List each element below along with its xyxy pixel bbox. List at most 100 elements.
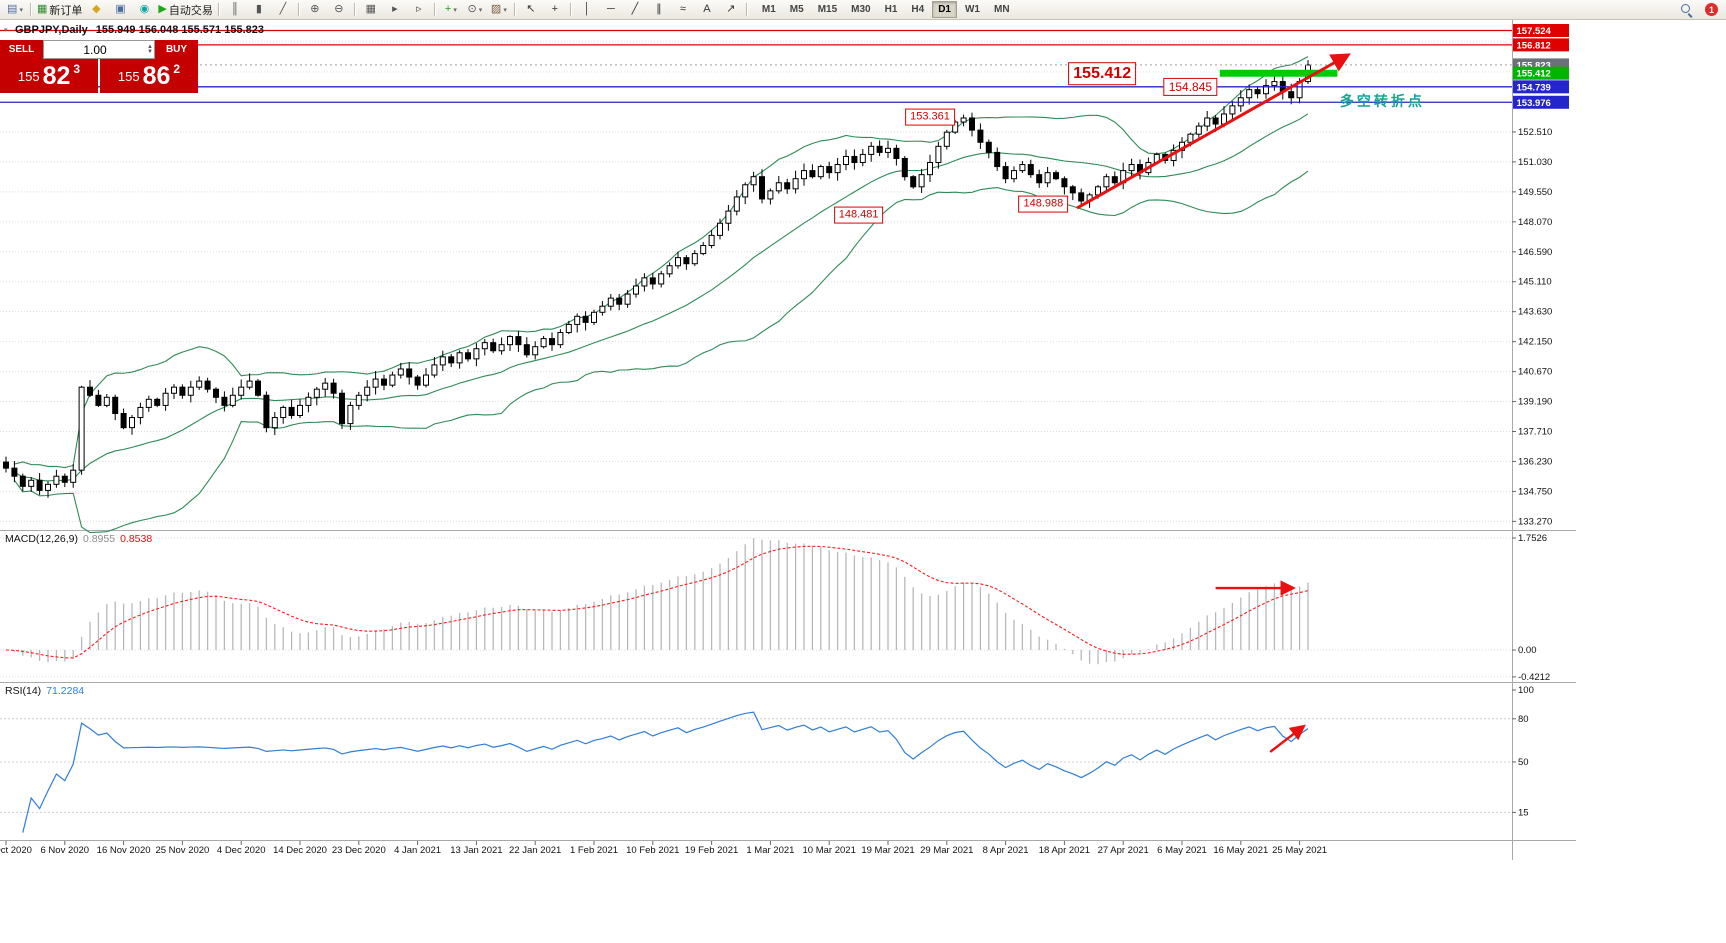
spinner-up-icon[interactable]: ▲ <box>147 43 153 50</box>
toolbar-separator <box>569 3 572 16</box>
add-indicator-button[interactable]: + ▾ <box>439 1 463 18</box>
bid-sup: 3 <box>73 62 81 76</box>
bid-price[interactable]: 155 82 3 <box>0 59 98 93</box>
arrows-tool-icon[interactable]: ↗ <box>719 1 743 18</box>
svg-text:23 Dec 2020: 23 Dec 2020 <box>332 845 386 856</box>
timeframe-m15[interactable]: M15 <box>817 4 838 15</box>
search-icon[interactable] <box>1674 1 1698 18</box>
svg-text:142.150: 142.150 <box>1518 337 1552 348</box>
timeframe-m1[interactable]: M1 <box>761 4 776 15</box>
main-trend-arrow <box>1076 53 1351 210</box>
chart-shift-icon[interactable]: ▹ <box>407 1 431 18</box>
svg-text:19 Mar 2021: 19 Mar 2021 <box>861 845 914 856</box>
tile-windows-icon[interactable]: ▦ <box>359 1 383 18</box>
timeframe-w1[interactable]: W1 <box>964 4 980 15</box>
svg-text:4 Dec 2020: 4 Dec 2020 <box>217 845 266 856</box>
main-toolbar: ▤ ▾ ▦ 新订单 ◆ ▣ ◉ ▶ 自动交易 ║ ▮ ╱ ⊕ ⊖ ▦ ▸ ▹ + ▾ ⊙ ▾ ▨ ▾ ↖ + │ ─ ╱ ∥ ≈ A ↗ M1… <box>0 0 1726 20</box>
svg-text:136.230: 136.230 <box>1518 456 1552 467</box>
timeframe-h4[interactable]: H4 <box>911 4 925 15</box>
text-icon-glyph: A <box>703 3 711 15</box>
zoom-in-icon-glyph: ⊕ <box>310 3 320 15</box>
volume-spinner[interactable]: ▲ ▼ <box>147 41 153 58</box>
svg-text:157.524: 157.524 <box>1517 26 1552 37</box>
cursor-icon[interactable]: ↖ <box>519 1 543 18</box>
vertical-line-icon[interactable]: │ <box>575 1 599 18</box>
periods-button[interactable]: ⊙ ▾ <box>463 1 487 18</box>
autotrading-button-label: 自动交易 <box>168 4 213 17</box>
price-callout: 148.988 <box>1018 195 1069 213</box>
crosshair-icon-glyph: + <box>551 3 559 15</box>
autotrading-button[interactable]: ▶ 自动交易 <box>156 1 214 18</box>
templates-button-glyph: ▨ <box>490 3 502 15</box>
strategy-tester-icon[interactable]: ▣ <box>108 1 132 18</box>
sell-button[interactable]: SELL <box>0 40 43 59</box>
crosshair-icon[interactable]: + <box>543 1 567 18</box>
macd-main-value: 0.8955 <box>82 533 116 545</box>
add-indicator-button-glyph: + <box>444 3 452 15</box>
notification-badge[interactable]: 1 <box>1705 3 1718 16</box>
channel-icon-glyph: ∥ <box>656 3 662 15</box>
candlesticks <box>3 60 1311 498</box>
templates-button[interactable]: ▨ ▾ <box>487 1 511 18</box>
svg-text:25 May 2021: 25 May 2021 <box>1272 845 1327 856</box>
text-icon[interactable]: A <box>695 1 719 18</box>
svg-text:8 Apr 2021: 8 Apr 2021 <box>983 845 1029 856</box>
svg-text:4 Jan 2021: 4 Jan 2021 <box>394 845 441 856</box>
collapse-oneclick-arrow[interactable]: ▾ <box>4 27 8 34</box>
metaeditor-icon-glyph: ◆ <box>92 3 101 15</box>
svg-text:154.739: 154.739 <box>1517 82 1551 93</box>
trendline-icon[interactable]: ╱ <box>623 1 647 18</box>
timeframe-d1[interactable]: D1 <box>932 1 957 18</box>
symbol-ohlc: 155.949 156.048 155.571 155.823 <box>95 24 264 36</box>
svg-text:22 Jan 2021: 22 Jan 2021 <box>509 845 561 856</box>
channel-icon[interactable]: ∥ <box>647 1 671 18</box>
bar-chart-icon[interactable]: ║ <box>223 1 247 18</box>
svg-text:14 Dec 2020: 14 Dec 2020 <box>273 845 327 856</box>
svg-text:146.590: 146.590 <box>1518 247 1552 258</box>
candlestick-chart-icon-glyph: ▮ <box>255 3 262 15</box>
new-order-button[interactable]: ▦ 新订单 <box>35 1 84 18</box>
horizontal-line-icon[interactable]: ─ <box>599 1 623 18</box>
strategy-tester-icon-glyph: ▣ <box>115 3 126 15</box>
zoom-out-icon[interactable]: ⊖ <box>327 1 351 18</box>
line-chart-icon[interactable]: ╱ <box>271 1 295 18</box>
svg-text:137.710: 137.710 <box>1518 427 1552 438</box>
auto-scroll-icon-glyph: ▸ <box>392 3 398 15</box>
svg-text:10 Feb 2021: 10 Feb 2021 <box>626 845 679 856</box>
chevron-down-icon: ▾ <box>19 6 23 14</box>
toolbar-separator <box>353 3 356 16</box>
new-chart-button[interactable]: ▤ ▾ <box>3 1 27 18</box>
bid-big: 82 <box>42 61 71 90</box>
svg-text:143.630: 143.630 <box>1518 307 1552 318</box>
volume-input[interactable] <box>44 42 154 57</box>
svg-text:152.510: 152.510 <box>1518 127 1552 138</box>
candlestick-chart-icon[interactable]: ▮ <box>247 1 271 18</box>
fibonacci-icon[interactable]: ≈ <box>671 1 695 18</box>
svg-text:26 Oct 2020: 26 Oct 2020 <box>0 845 32 856</box>
svg-text:16 May 2021: 16 May 2021 <box>1213 845 1268 856</box>
spinner-down-icon[interactable]: ▼ <box>147 48 153 55</box>
svg-text:-0.4212: -0.4212 <box>1518 672 1550 683</box>
buy-button[interactable]: BUY <box>155 40 198 59</box>
chevron-down-icon: ▾ <box>453 6 457 14</box>
svg-text:6 Nov 2020: 6 Nov 2020 <box>41 845 90 856</box>
community-icon[interactable]: ◉ <box>132 1 156 18</box>
toolbar-separator <box>217 3 220 16</box>
metaeditor-icon[interactable]: ◆ <box>84 1 108 18</box>
vertical-line-icon-glyph: │ <box>583 3 591 15</box>
rsi-value: 71.2284 <box>46 685 85 697</box>
timeframe-m30[interactable]: M30 <box>851 4 871 15</box>
zoom-in-icon[interactable]: ⊕ <box>303 1 327 18</box>
svg-text:153.976: 153.976 <box>1517 98 1551 109</box>
macd-indicator-label: MACD(12,26,9) 0.8955 0.8538 <box>5 533 152 545</box>
timeframe-mn[interactable]: MN <box>993 4 1010 15</box>
chart-shift-icon-glyph: ▹ <box>416 3 422 15</box>
timeframe-m5[interactable]: M5 <box>789 4 804 15</box>
auto-scroll-icon[interactable]: ▸ <box>383 1 407 18</box>
timeframe-h1[interactable]: H1 <box>884 4 898 15</box>
svg-text:149.550: 149.550 <box>1518 187 1552 198</box>
svg-text:18 Apr 2021: 18 Apr 2021 <box>1039 845 1090 856</box>
svg-text:15: 15 <box>1518 807 1529 818</box>
ask-price[interactable]: 155 86 2 <box>100 59 198 93</box>
